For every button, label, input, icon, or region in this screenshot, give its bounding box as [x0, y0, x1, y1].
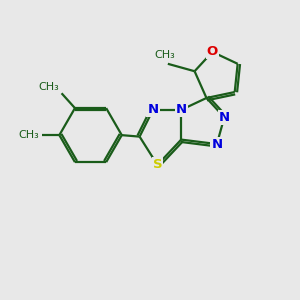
Text: N: N — [147, 103, 158, 116]
Text: N: N — [176, 103, 187, 116]
Text: CH₃: CH₃ — [154, 50, 175, 60]
Text: N: N — [219, 111, 230, 124]
Text: CH₃: CH₃ — [18, 130, 39, 140]
Text: O: O — [207, 45, 218, 58]
Text: S: S — [153, 158, 162, 171]
Text: CH₃: CH₃ — [38, 82, 59, 92]
Text: N: N — [211, 138, 222, 151]
